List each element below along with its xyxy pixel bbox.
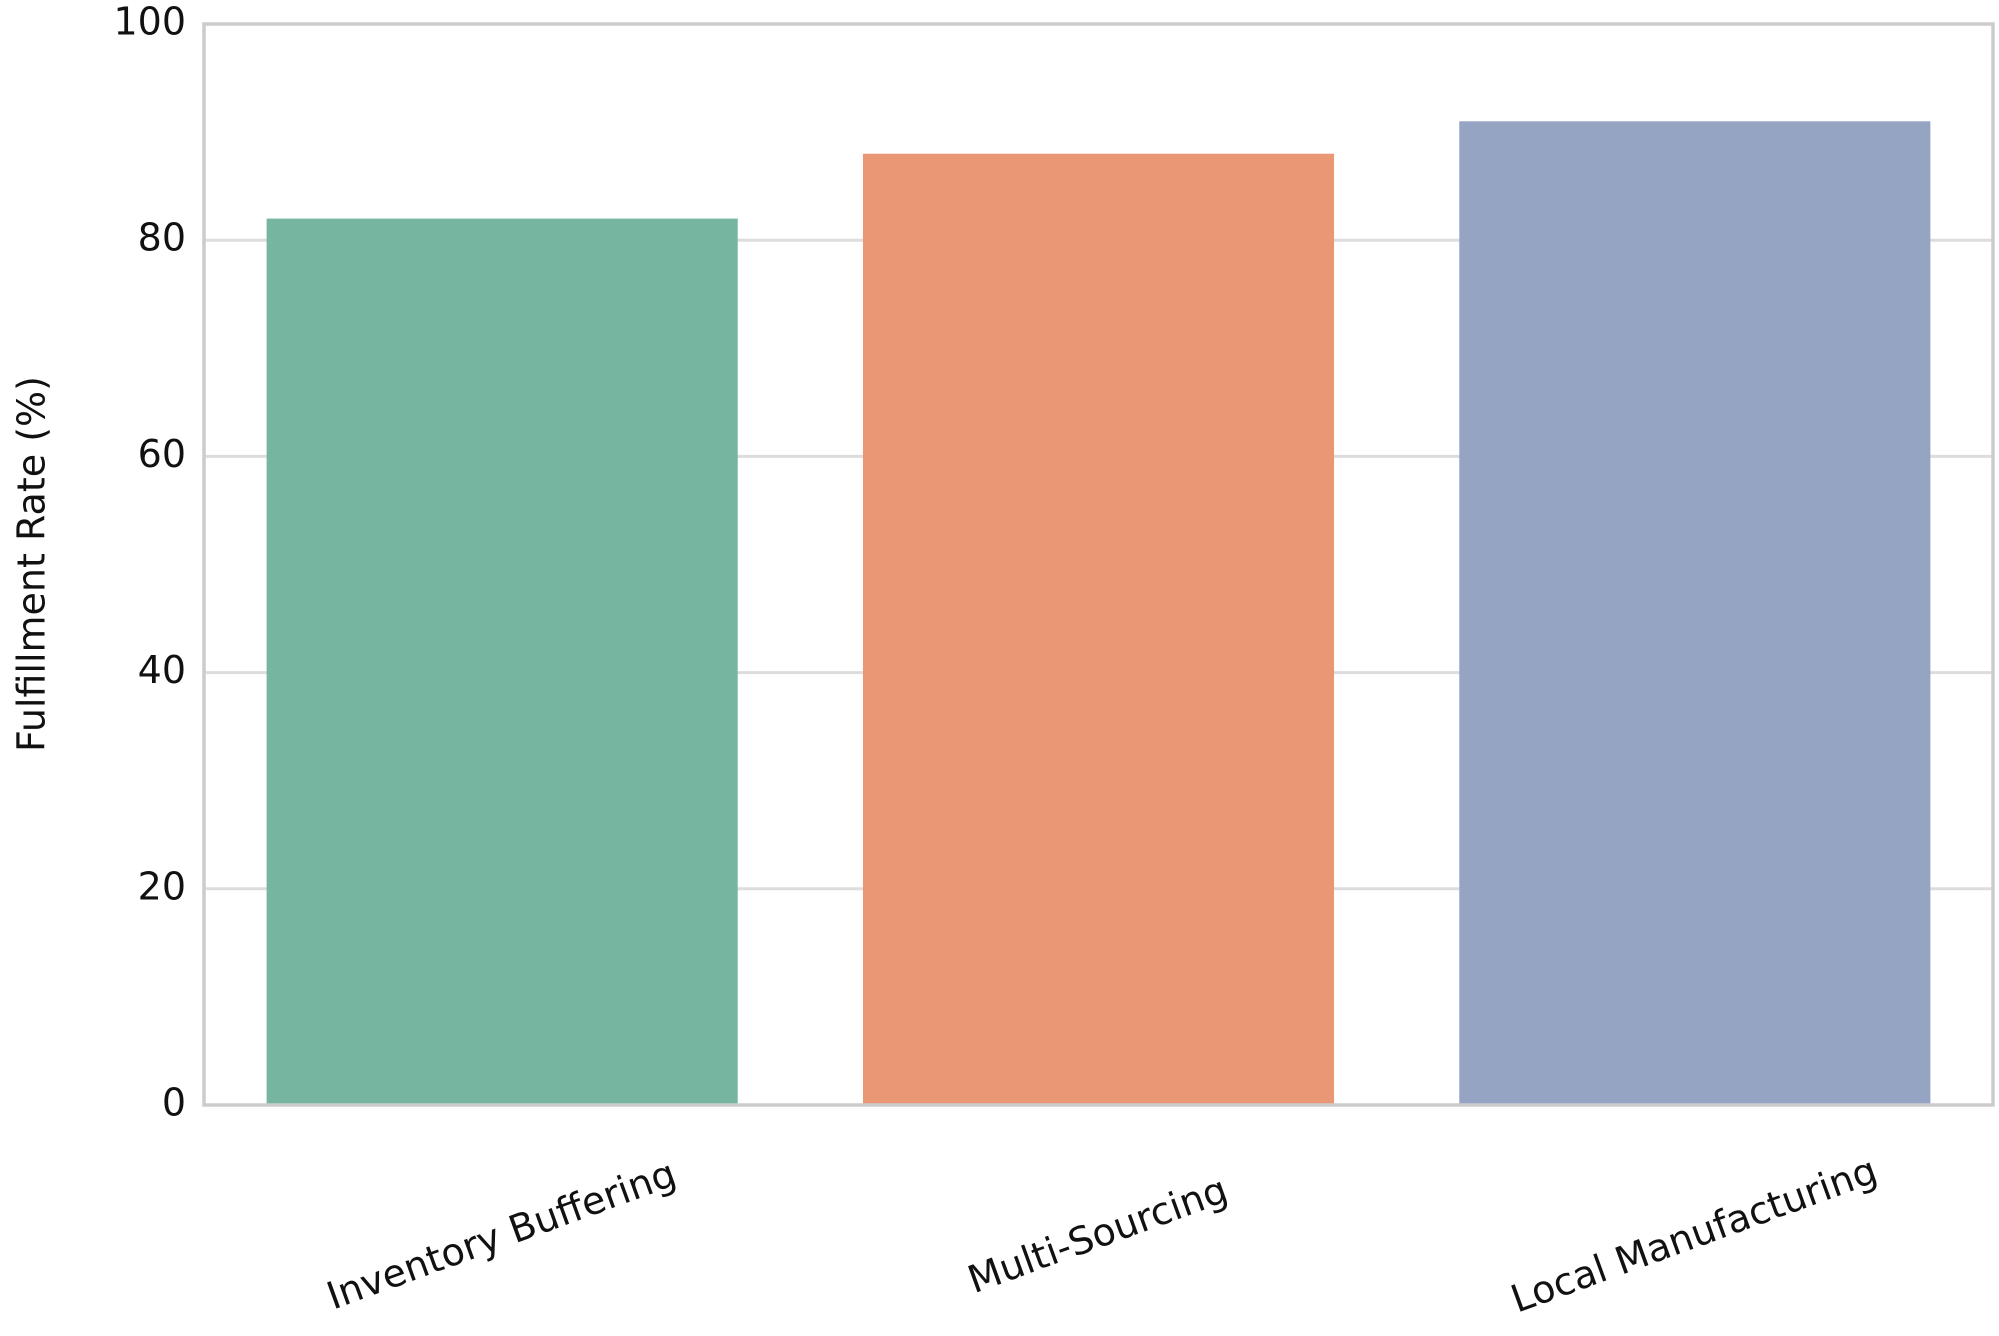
y-tick-label: 20	[138, 864, 186, 908]
y-tick-label: 60	[138, 432, 186, 476]
x-tick-label: Multi-Sourcing	[962, 1167, 1233, 1302]
y-tick-label: 100	[113, 0, 186, 44]
plot-frame	[202, 22, 1995, 1107]
y-tick-label: 40	[138, 648, 186, 692]
y-axis-label: Fulfillment Rate (%)	[10, 376, 54, 752]
bar	[266, 218, 738, 1105]
y-tick-label: 80	[138, 216, 186, 260]
y-tick-label: 0	[162, 1081, 186, 1125]
bar	[862, 153, 1335, 1106]
x-tick-label: Inventory Buffering	[321, 1151, 682, 1318]
bar	[1459, 121, 1931, 1106]
x-tick-label: Local Manufacturing	[1505, 1148, 1883, 1321]
